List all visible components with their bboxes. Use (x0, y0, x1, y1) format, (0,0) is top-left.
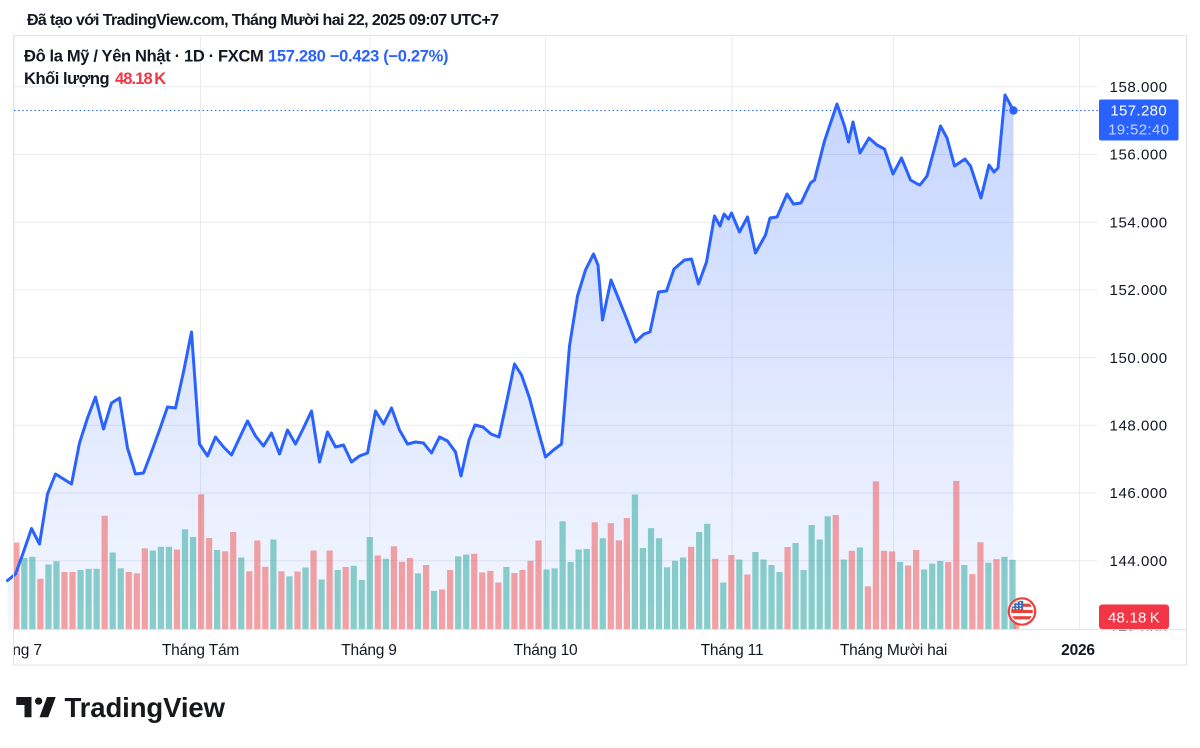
svg-text:154.000: 154.000 (1110, 214, 1168, 231)
svg-text:Tháng 7: Tháng 7 (0, 642, 42, 659)
svg-text:Khối lượng: Khối lượng (24, 70, 109, 88)
svg-text:19:52:40: 19:52:40 (1108, 122, 1169, 139)
svg-text:2026: 2026 (1061, 642, 1095, 659)
svg-text:Đô la Mỹ / Yên Nhật · 1D · FXC: Đô la Mỹ / Yên Nhật · 1D · FXCM (24, 48, 263, 66)
svg-text:157.280 −0.423 (−0.27%): 157.280 −0.423 (−0.27%) (268, 48, 448, 66)
svg-text:156.000: 156.000 (1110, 147, 1168, 164)
svg-text:Tháng 10: Tháng 10 (514, 642, 578, 659)
svg-text:Tháng 11: Tháng 11 (701, 642, 764, 659)
svg-text:146.000: 146.000 (1110, 485, 1168, 502)
svg-text:Tháng 9: Tháng 9 (341, 642, 396, 659)
svg-text:48.18 K: 48.18 K (115, 70, 166, 88)
svg-text:Tháng Mười hai: Tháng Mười hai (840, 642, 947, 659)
svg-text:144.000: 144.000 (1110, 553, 1168, 570)
svg-text:158.000: 158.000 (1110, 79, 1168, 96)
svg-text:152.000: 152.000 (1110, 282, 1168, 299)
svg-text:148.000: 148.000 (1110, 418, 1168, 435)
svg-text:150.000: 150.000 (1110, 350, 1168, 367)
svg-text:157.280: 157.280 (1110, 103, 1167, 120)
svg-text:Tháng Tám: Tháng Tám (162, 642, 239, 659)
svg-text:TradingView: TradingView (65, 692, 226, 723)
svg-text:Đã tạo với TradingView.com, Th: Đã tạo với TradingView.com, Tháng Mười h… (27, 12, 499, 29)
svg-text:48.18 K: 48.18 K (1108, 609, 1160, 626)
